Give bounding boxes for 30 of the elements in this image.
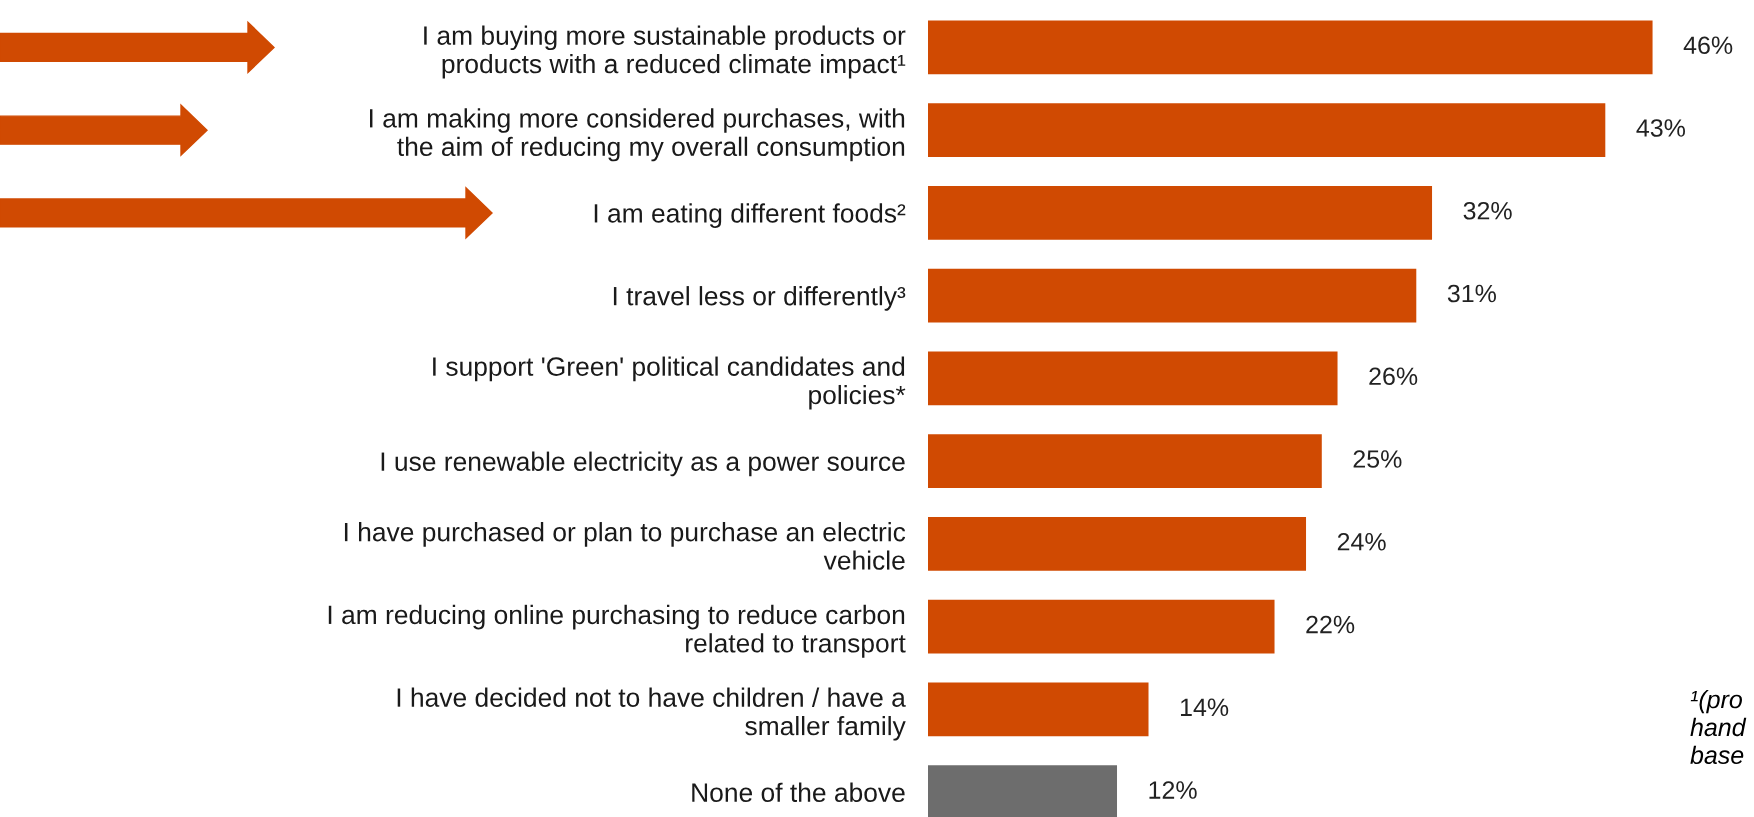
y-tick-label: I support 'Green' political candidates and policies* (433, 356, 906, 410)
bar (928, 682, 1149, 737)
data-label: 46% (1683, 36, 1733, 55)
y-tick-label: I have purchased or plan to purchase an electric vehicle (344, 522, 906, 570)
text: ¹(pro hand base (1690, 690, 1747, 765)
y-tick-label: I have decided not to have children / have a smaller family (397, 687, 906, 741)
bar (928, 103, 1606, 158)
data-label: 22% (1306, 615, 1355, 634)
bar (928, 351, 1338, 406)
y-tick-label: I am eating different foods² (594, 203, 906, 228)
data-label: 25% (1353, 450, 1402, 468)
data-label: 31% (1447, 284, 1496, 303)
bar (928, 185, 1433, 240)
y-tick-label: None of the above (692, 782, 905, 802)
y-tick-label: I use renewable electricity as a power source (381, 451, 905, 477)
data-label: 32% (1463, 201, 1512, 220)
data-label: 24% (1337, 532, 1386, 551)
data-label: 14% (1180, 698, 1229, 717)
y-tick-label: I am buying more sustainable products or products with a reduced climate impact¹ (424, 25, 906, 79)
bar (928, 268, 1417, 323)
bar (928, 517, 1307, 571)
bar (928, 599, 1275, 654)
data-label: 26% (1369, 367, 1418, 386)
data-label: 43% (1636, 119, 1686, 137)
bar (928, 20, 1653, 75)
y-tick-label: I travel less or differently³ (613, 286, 906, 311)
y-tick-label: I am reducing online purchasing to reduce carbon related to transport (328, 604, 906, 658)
bar (928, 434, 1322, 489)
data-label: 12% (1149, 781, 1197, 799)
y-tick-label: I am making more considered purchases, with the aim of reducing my overall consumption (369, 108, 905, 162)
